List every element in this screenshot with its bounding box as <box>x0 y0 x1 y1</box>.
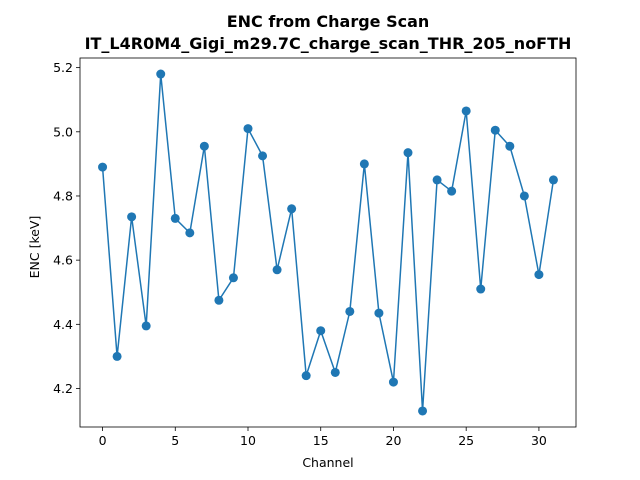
data-point-17 <box>345 306 355 316</box>
y-axis-label: ENC [keV] <box>27 216 42 279</box>
data-point-2 <box>127 212 137 222</box>
x-tick-label-25: 25 <box>458 433 474 448</box>
x-tick-label-15: 15 <box>313 433 329 448</box>
data-point-30 <box>534 270 544 280</box>
data-point-16 <box>330 367 340 377</box>
data-point-3 <box>141 321 151 331</box>
data-point-21 <box>403 148 413 158</box>
data-point-25 <box>461 106 471 116</box>
data-point-15 <box>316 326 326 336</box>
data-point-5 <box>170 213 180 223</box>
x-tick-label-5: 5 <box>171 433 179 448</box>
y-tick-label-4.4: 4.4 <box>53 317 73 332</box>
data-point-12 <box>272 265 282 275</box>
x-tick-label-10: 10 <box>240 433 256 448</box>
data-point-31 <box>548 175 558 185</box>
chart-subtitle: IT_L4R0M4_Gigi_m29.7C_charge_scan_THR_20… <box>85 34 572 53</box>
data-point-11 <box>258 151 268 161</box>
x-axis-label: Channel <box>302 455 353 470</box>
data-point-1 <box>112 351 122 361</box>
y-tick-label-5.2: 5.2 <box>53 60 73 75</box>
plot-area: 0 5 10 15 20 25 30 4.2 4.4 4.6 4.8 5.0 5.2 <box>53 57 577 448</box>
x-tick-label-20: 20 <box>386 433 402 448</box>
y-tick-label-4.6: 4.6 <box>53 253 73 268</box>
data-point-22 <box>418 406 428 416</box>
data-point-20 <box>388 377 398 387</box>
data-point-28 <box>505 141 515 151</box>
data-point-10 <box>243 124 253 134</box>
data-point-13 <box>287 204 297 214</box>
data-point-26 <box>476 284 486 294</box>
x-tick-label-0: 0 <box>99 433 107 448</box>
data-point-0 <box>98 162 108 172</box>
y-tick-label-5: 5.0 <box>53 124 73 139</box>
chart-title: ENC from Charge Scan <box>227 12 430 31</box>
data-point-9 <box>228 273 238 283</box>
data-point-8 <box>214 295 224 305</box>
data-point-24 <box>447 186 457 196</box>
data-point-23 <box>432 175 442 185</box>
data-point-6 <box>185 228 195 238</box>
axes-frame <box>79 57 577 428</box>
y-tick-label-4.8: 4.8 <box>53 188 73 203</box>
data-point-14 <box>301 371 311 381</box>
data-point-19 <box>374 308 384 318</box>
data-point-18 <box>359 159 369 169</box>
data-point-27 <box>490 125 500 135</box>
data-point-7 <box>199 141 209 151</box>
y-tick-label-4.2: 4.2 <box>53 381 73 396</box>
data-point-4 <box>156 69 166 79</box>
x-tick-label-30: 30 <box>531 433 547 448</box>
data-point-29 <box>519 191 529 201</box>
